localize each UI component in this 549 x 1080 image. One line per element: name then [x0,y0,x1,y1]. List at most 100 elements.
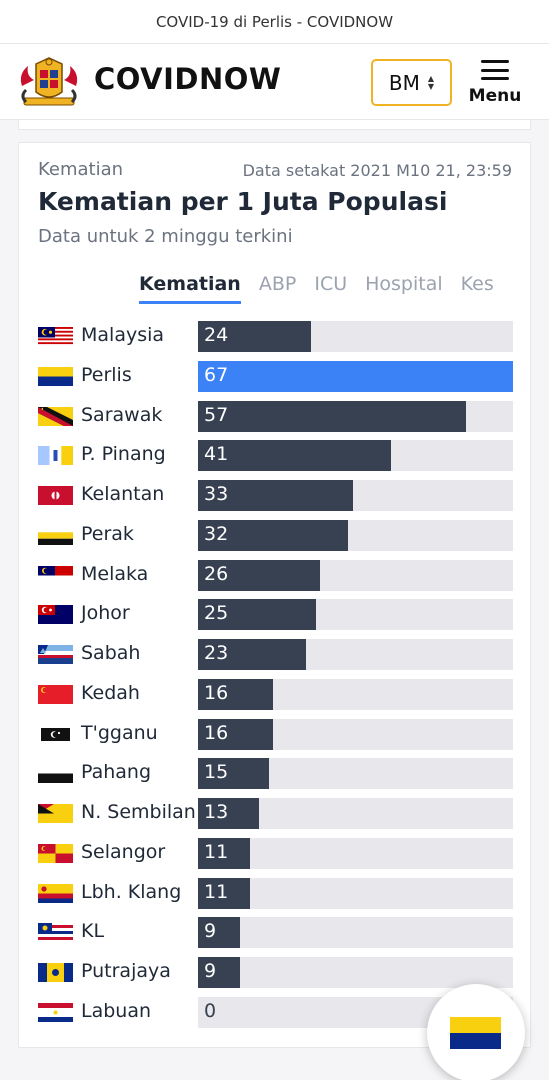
bar-value-label: 16 [204,721,229,744]
chart-row: KL 9 [19,917,532,949]
state-switch-button[interactable] [427,984,525,1080]
pahang-flag-icon [38,764,73,784]
selangor-flag-icon [38,843,73,863]
language-value: BM [388,70,420,95]
chart-row: Kedah 16 [19,678,532,710]
state-label: Sabah [81,642,141,664]
bar-track: 9 [198,957,513,988]
melaka-flag-icon [38,565,73,585]
chart-row: Perak 32 [19,519,532,551]
bar-track: 16 [198,678,513,710]
chart-row: Sabah 23 [19,639,532,670]
bar-track: 67 [198,360,513,392]
bar-value-label: 33 [204,483,229,505]
state-label: Sarawak [81,403,163,426]
chart-row: Malaysia 24 [19,321,532,352]
bar [198,440,391,472]
bar [198,639,307,670]
bar-track: 13 [198,798,513,829]
tab-abp[interactable]: ABP [258,273,297,295]
kedah-flag-icon [38,684,73,704]
bar-value-label: 9 [204,960,217,982]
bar [198,758,269,790]
bar [198,360,513,392]
menu-label: Menu [468,86,522,106]
select-arrows-icon: ▲ ▼ [427,73,435,91]
state-label: Putrajaya [81,960,171,982]
bar [198,917,241,949]
bar-track: 23 [198,639,513,670]
data-timestamp: Data setakat 2021 M10 21, 23:59 [242,161,512,180]
perak-flag-icon [38,525,73,545]
malaysia-flag-icon [38,327,73,346]
chart-row: Lbh. Klang 11 [19,877,532,909]
state-label: Labuan [81,999,152,1022]
bar-value-label: 25 [204,602,229,625]
bar-track: 57 [198,400,513,432]
bar-value-label: 16 [204,681,229,704]
bar [198,718,274,750]
bar [198,321,311,352]
bar-value-label: 0 [204,999,217,1022]
tab-hospital[interactable]: Hospital [365,273,443,295]
putrajaya-flag-icon [38,963,73,982]
bar-value-label: 41 [204,443,229,466]
chart-row: Selangor 11 [19,837,532,869]
bar [198,798,260,829]
terengganu-flag-icon [38,724,73,744]
chart-row: P. Pinang 41 [19,440,532,472]
labuan-flag-icon [38,1002,73,1022]
chart-row: N. Sembilan 13 [19,798,532,829]
bar-value-label: 11 [204,840,229,863]
state-label: Pahang [81,761,152,784]
kelantan-flag-icon [38,486,73,505]
state-label: Perlis [81,363,132,386]
state-label: Kelantan [81,483,165,505]
bar-track: 15 [198,758,513,790]
bar-value-label: 9 [204,920,217,943]
labuan-klang-flag-icon [38,883,73,903]
deaths-per-million-card: Kematian Data setakat 2021 M10 21, 23:59… [18,142,531,1048]
bar [198,400,466,432]
bar-value-label: 11 [204,880,229,903]
menu-button[interactable]: Menu [467,60,523,110]
chart-row: Melaka 26 [19,559,532,591]
state-label: KL [81,920,105,943]
bar-track: 33 [198,480,513,511]
tab-icu[interactable]: ICU [314,273,348,295]
bar-value-label: 32 [204,522,229,545]
language-select[interactable]: BM ▲ ▼ [371,59,452,106]
card-title: Kematian per 1 Juta Populasi [38,187,448,216]
bar-value-label: 13 [204,801,229,823]
bar-track: 41 [198,440,513,472]
bar-value-label: 23 [204,642,229,664]
bar [198,837,250,869]
tab-kes[interactable]: Kes [460,273,494,295]
bar-track: 26 [198,559,513,591]
johor-flag-icon [38,605,73,625]
state-label: N. Sembilan [81,801,196,823]
state-label: Kedah [81,681,140,704]
state-label: Malaysia [81,324,165,346]
bar-value-label: 26 [204,562,229,585]
tab-kematian[interactable]: Kematian [139,273,241,304]
malaysia-coat-of-arms-icon[interactable] [16,56,82,108]
bar-track: 11 [198,837,513,869]
bar-track: 25 [198,599,513,631]
state-label: Lbh. Klang [81,880,182,903]
bar-track: 16 [198,718,513,750]
bar [198,480,354,511]
card-kicker: Kematian [38,159,124,180]
chart-row: Kelantan 33 [19,480,532,511]
chart-row: Perlis 67 [19,360,532,392]
card-subtitle: Data untuk 2 minggu terkini [38,226,293,247]
brand-name[interactable]: COVIDNOW [94,62,282,96]
negeri-sembilan-flag-icon [38,804,73,823]
state-label: Johor [81,602,130,625]
previous-card-edge [18,120,531,130]
bar [198,599,316,631]
metric-tabs: Kematian ABP ICU Hospital Kes [139,273,503,304]
bar [198,678,274,710]
chart-row: Johor 25 [19,599,532,631]
perlis-flag-icon [450,1017,501,1049]
